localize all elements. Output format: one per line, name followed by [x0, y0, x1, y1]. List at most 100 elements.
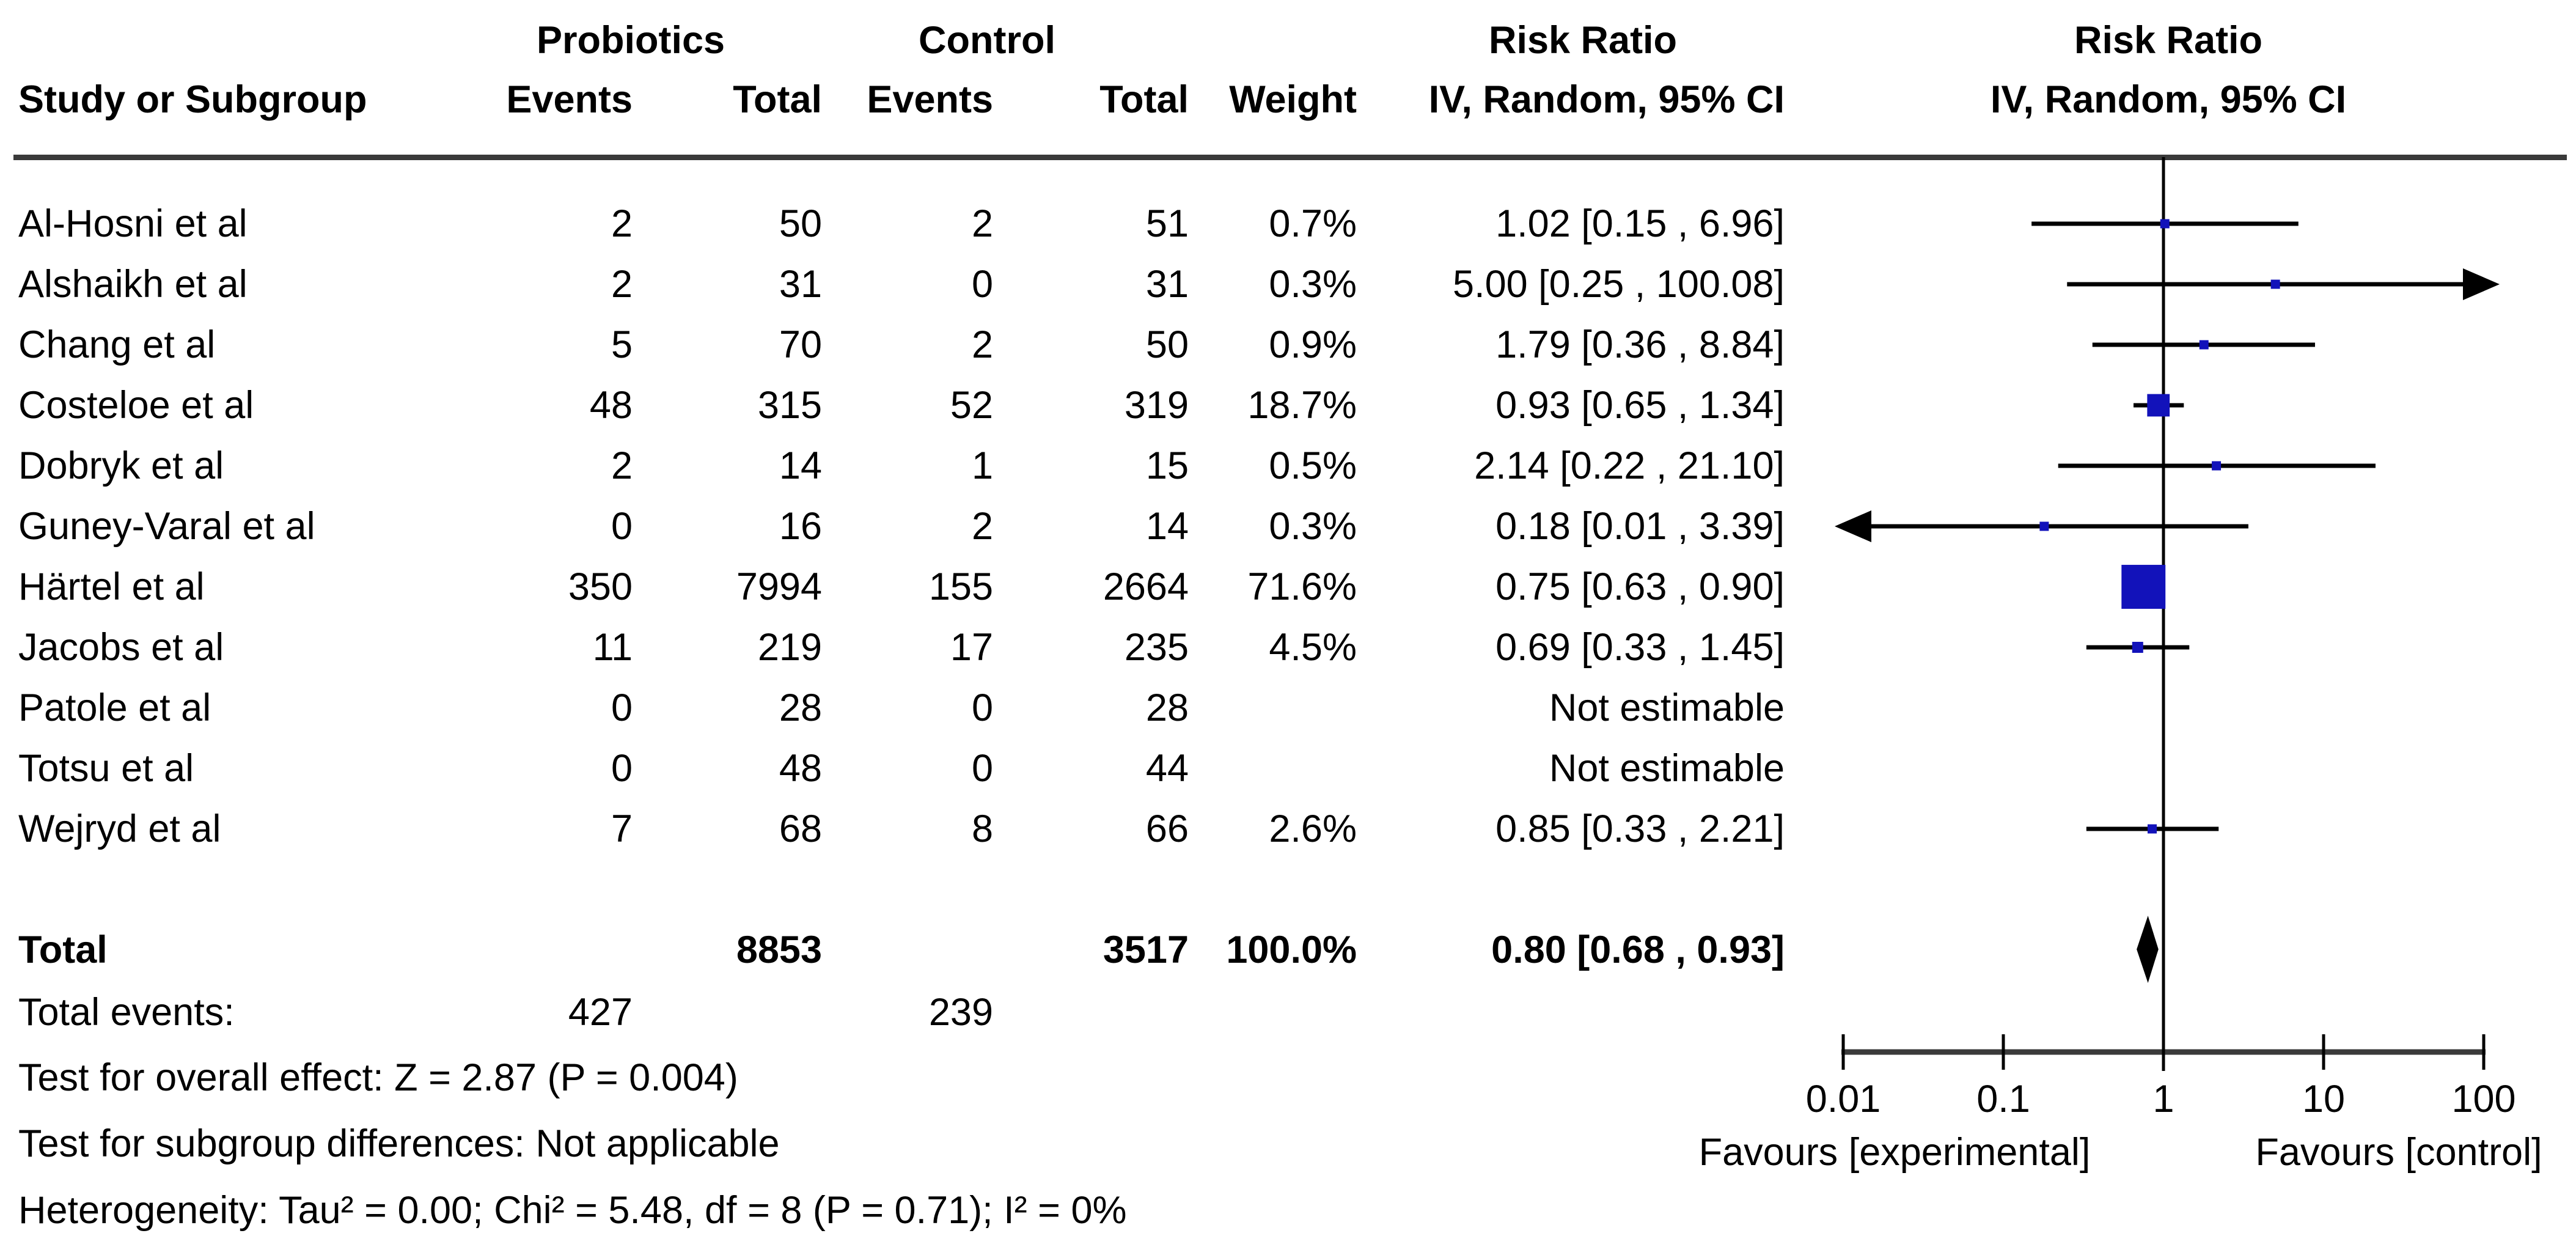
study-weight: 0.9%	[1269, 323, 1357, 366]
study-estimate-text: 0.75 [0.63 , 0.90]	[1495, 565, 1785, 608]
column-header-total-ctrl: Total	[1099, 78, 1189, 121]
effect-square	[2212, 461, 2222, 471]
experimental-total: 31	[779, 263, 822, 306]
study-estimate-text: 0.93 [0.65 , 1.34]	[1495, 384, 1785, 427]
footnote-heterogeneity: Heterogeneity: Tau² = 0.00; Chi² = 5.48,…	[18, 1189, 1127, 1232]
effect-square	[2199, 340, 2209, 350]
study-estimate-text: Not estimable	[1549, 747, 1785, 790]
control-total: 15	[1145, 444, 1189, 487]
study-estimate-text: 0.69 [0.33 , 1.45]	[1495, 626, 1785, 669]
total-events-control: 239	[928, 991, 993, 1034]
experimental-events: 48	[589, 384, 633, 427]
control-events: 0	[971, 263, 993, 306]
effect-square	[2160, 219, 2170, 229]
control-total: 14	[1145, 505, 1189, 548]
total-row-estimate: 0.80 [0.68 , 0.93]	[1491, 929, 1785, 971]
experimental-total: 70	[779, 323, 822, 366]
control-total: 31	[1145, 263, 1189, 306]
study-estimate-text: 0.18 [0.01 , 3.39]	[1495, 505, 1785, 548]
group-header-probiotics: Probiotics	[536, 19, 725, 62]
column-header-events-ctrl: Events	[867, 78, 993, 121]
study-weight: 0.3%	[1269, 505, 1357, 548]
study-estimate-text: 1.79 [0.36 , 8.84]	[1495, 323, 1785, 366]
control-total: 66	[1145, 807, 1189, 850]
column-header-events-exp: Events	[506, 78, 633, 121]
header-divider-rule	[13, 155, 2567, 160]
axis-label-favours-control: Favours [control]	[2255, 1131, 2542, 1174]
effect-square	[2148, 824, 2157, 834]
experimental-total: 16	[779, 505, 822, 548]
control-total: 319	[1124, 384, 1189, 427]
axis-tick-label: 0.01	[1805, 1078, 1881, 1120]
experimental-events: 0	[611, 686, 633, 729]
study-name: Guney-Varal et al	[18, 505, 315, 548]
study-name: Totsu et al	[18, 747, 194, 790]
study-weight: 71.6%	[1247, 565, 1357, 608]
control-events: 8	[971, 807, 993, 850]
experimental-total: 14	[779, 444, 822, 487]
experimental-events: 2	[611, 263, 633, 306]
control-total: 44	[1145, 747, 1189, 790]
study-name: Jacobs et al	[18, 626, 224, 669]
experimental-total: 68	[779, 807, 822, 850]
control-events: 2	[971, 202, 993, 245]
total-events-experimental: 427	[568, 991, 633, 1034]
column-header-weight: Weight	[1229, 78, 1357, 121]
effect-square	[2039, 521, 2049, 531]
study-estimate-text: 2.14 [0.22 , 21.10]	[1474, 444, 1785, 487]
total-events-label: Total events:	[18, 991, 235, 1034]
axis-tick-label: 0.1	[1976, 1078, 2030, 1120]
study-name: Al-Hosni et al	[18, 202, 248, 245]
control-total: 2664	[1103, 565, 1189, 608]
total-row-label: Total	[18, 929, 108, 971]
study-estimate-text: Not estimable	[1549, 686, 1785, 729]
experimental-total: 7994	[736, 565, 822, 608]
axis-tick-label: 100	[2451, 1078, 2516, 1120]
column-header-study: Study or Subgroup	[18, 78, 367, 121]
study-name: Chang et al	[18, 323, 216, 366]
effect-square	[2121, 565, 2166, 609]
experimental-events: 0	[611, 747, 633, 790]
experimental-events: 7	[611, 807, 633, 850]
experimental-events: 11	[592, 626, 633, 669]
control-events: 52	[950, 384, 993, 427]
study-weight: 18.7%	[1247, 384, 1357, 427]
study-weight: 4.5%	[1269, 626, 1357, 669]
control-total: 50	[1145, 323, 1189, 366]
total-row-total-exp: 8853	[736, 929, 822, 971]
column-header-risk-ratio: Risk Ratio	[1488, 19, 1678, 62]
plot-header-method: IV, Random, 95% CI	[1990, 78, 2347, 121]
effect-square	[2132, 641, 2143, 653]
study-estimate-text: 1.02 [0.15 , 6.96]	[1495, 202, 1785, 245]
study-name: Wejryd et al	[18, 807, 221, 850]
ci-arrow-left	[1835, 510, 1871, 542]
control-events: 17	[950, 626, 993, 669]
study-name: Patole et al	[18, 686, 211, 729]
study-estimate-text: 5.00 [0.25 , 100.08]	[1453, 263, 1785, 306]
control-events: 155	[928, 565, 993, 608]
study-weight: 0.3%	[1269, 263, 1357, 306]
control-events: 0	[971, 686, 993, 729]
overall-effect-diamond	[2137, 916, 2159, 983]
group-header-control: Control	[919, 19, 1055, 62]
experimental-total: 28	[779, 686, 822, 729]
experimental-total: 48	[779, 747, 822, 790]
study-name: Costeloe et al	[18, 384, 254, 427]
study-name: Alshaikh et al	[18, 263, 248, 306]
total-row-weight: 100.0%	[1226, 929, 1357, 971]
control-total: 235	[1124, 626, 1189, 669]
axis-tick-label: 1	[2152, 1078, 2174, 1120]
control-events: 1	[971, 444, 993, 487]
experimental-events: 2	[611, 444, 633, 487]
total-row-total-ctrl: 3517	[1103, 929, 1189, 971]
footnote-overall-effect: Test for overall effect: Z = 2.87 (P = 0…	[18, 1056, 738, 1099]
experimental-events: 5	[611, 323, 633, 366]
footnote-subgroup-differences: Test for subgroup differences: Not appli…	[18, 1122, 780, 1165]
axis-tick-label: 10	[2302, 1078, 2346, 1120]
column-header-total-exp: Total	[733, 78, 822, 121]
control-total: 51	[1145, 202, 1189, 245]
control-total: 28	[1145, 686, 1189, 729]
study-estimate-text: 0.85 [0.33 , 2.21]	[1495, 807, 1785, 850]
